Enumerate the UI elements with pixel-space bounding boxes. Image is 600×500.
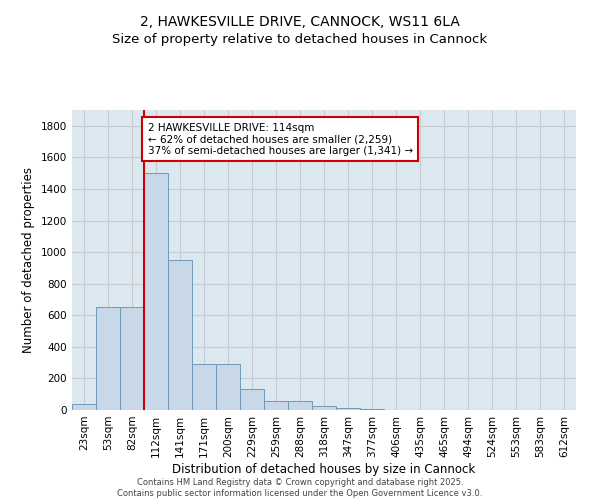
Text: Contains HM Land Registry data © Crown copyright and database right 2025.
Contai: Contains HM Land Registry data © Crown c…	[118, 478, 482, 498]
Bar	[360, 409, 384, 410]
Bar	[192, 364, 216, 410]
Bar	[216, 364, 240, 410]
Bar	[72, 404, 96, 410]
Text: 2 HAWKESVILLE DRIVE: 114sqm
← 62% of detached houses are smaller (2,259)
37% of : 2 HAWKESVILLE DRIVE: 114sqm ← 62% of det…	[148, 122, 413, 156]
Bar	[240, 390, 264, 410]
Bar	[288, 400, 312, 410]
Bar	[336, 408, 360, 410]
Text: Size of property relative to detached houses in Cannock: Size of property relative to detached ho…	[112, 32, 488, 46]
Y-axis label: Number of detached properties: Number of detached properties	[22, 167, 35, 353]
Bar	[312, 406, 336, 410]
Bar	[168, 260, 192, 410]
X-axis label: Distribution of detached houses by size in Cannock: Distribution of detached houses by size …	[172, 462, 476, 475]
Bar	[96, 308, 120, 410]
Text: 2, HAWKESVILLE DRIVE, CANNOCK, WS11 6LA: 2, HAWKESVILLE DRIVE, CANNOCK, WS11 6LA	[140, 15, 460, 29]
Bar	[264, 400, 288, 410]
Bar	[120, 308, 144, 410]
Bar	[144, 173, 168, 410]
